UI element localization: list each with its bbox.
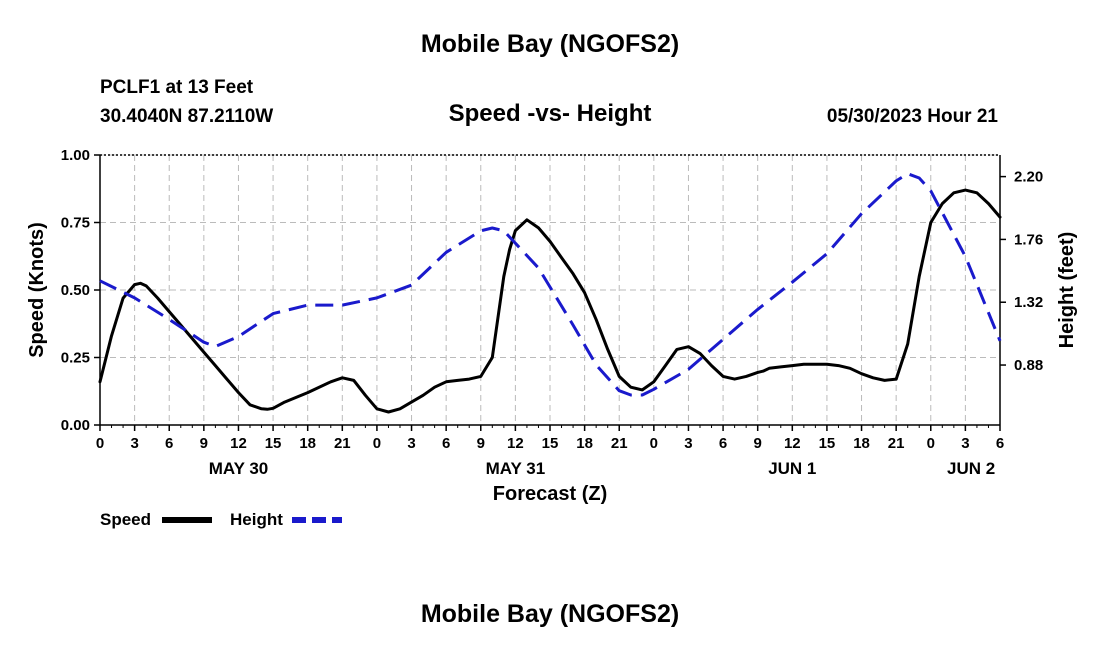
x-tick-label: 21 [611,435,628,452]
y-tick-label: 0.25 [61,350,90,367]
x-tick-label: 15 [265,435,282,452]
height-series-line [99,172,1002,397]
y2-tick-label: 1.32 [1014,294,1043,311]
x-tick-label: 9 [200,435,208,452]
x-tick-label: 3 [684,435,692,452]
speed-series-line [98,188,1002,414]
day-label: JUN 1 [768,459,816,478]
x-tick-label: 18 [576,435,593,452]
x-tick-label: 6 [442,435,450,452]
x-tick-label: 21 [888,435,905,452]
chart-title: Mobile Bay (NGOFS2) [420,30,680,58]
x-tick-label: 0 [373,435,381,452]
station-coords: 30.4040N 87.2110W [100,106,274,127]
y-axis-title: Speed (Knots) [26,222,48,358]
plot-title: Speed -vs- Height [448,100,652,127]
y2-tick-label: 1.76 [1014,231,1043,248]
x-tick-label: 3 [961,435,969,452]
x-tick-label: 3 [407,435,415,452]
y-tick-label: 1.00 [61,147,90,164]
y2-tick-label: 0.88 [1014,357,1043,374]
day-label: JUN 2 [947,459,995,478]
x-tick-label: 9 [477,435,485,452]
y2-axis-title: Height (feet) [1056,232,1078,349]
x-tick-label: 0 [650,435,658,452]
x-tick-label: 12 [507,435,524,452]
chart-title-repeat: Mobile Bay (NGOFS2) [420,600,680,628]
x-tick-label: 21 [334,435,351,452]
y2-tick-label: 2.20 [1014,169,1043,186]
run-time: 05/30/2023 Hour 21 [826,106,998,127]
x-axis-title: Forecast (Z) [493,483,607,505]
x-tick-label: 0 [927,435,935,452]
x-tick-label: 6 [996,435,1004,452]
x-tick-label: 6 [165,435,173,452]
day-label: MAY 30 [209,459,269,478]
y-tick-label: 0.50 [61,282,90,299]
x-tick-label: 15 [542,435,559,452]
x-tick-label: 15 [819,435,836,452]
x-tick-label: 6 [719,435,727,452]
x-tick-label: 12 [784,435,801,452]
x-tick-label: 3 [130,435,138,452]
x-tick-label: 0 [96,435,104,452]
y-tick-label: 0.00 [61,417,90,434]
y-tick-label: 0.75 [61,215,90,232]
legend-label-speed: Speed [100,510,151,529]
day-label: MAY 31 [486,459,546,478]
station-name: PCLF1 at 13 Feet [100,77,254,98]
x-tick-label: 9 [754,435,762,452]
x-tick-label: 18 [853,435,870,452]
x-tick-label: 18 [299,435,316,452]
x-tick-label: 12 [230,435,247,452]
legend-label-height: Height [230,510,283,529]
